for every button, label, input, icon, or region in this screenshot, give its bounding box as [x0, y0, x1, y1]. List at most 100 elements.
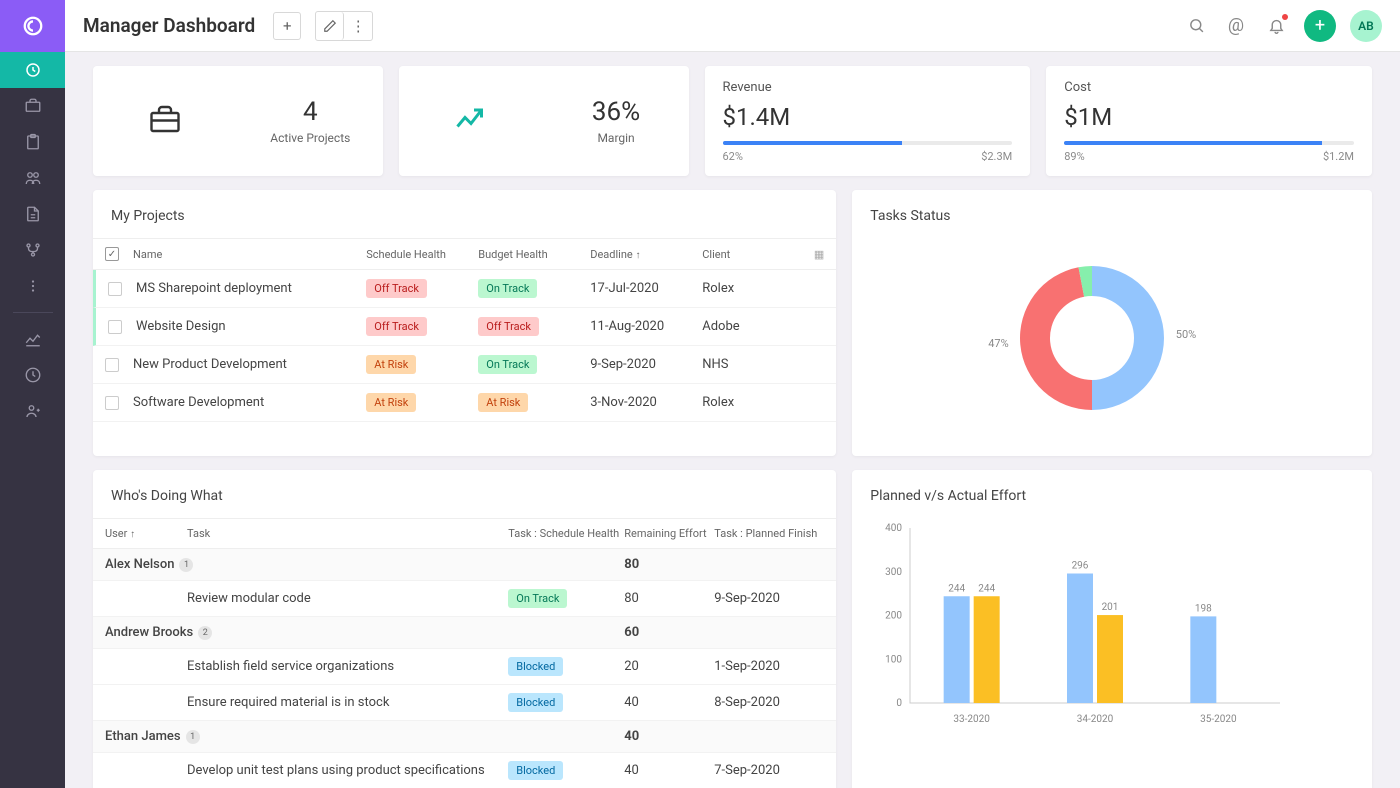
project-name: Software Development — [133, 395, 366, 410]
columns-icon[interactable]: ▦ — [802, 248, 824, 261]
table-row[interactable]: Website Design Off Track Off Track 11-Au… — [93, 308, 836, 346]
row-checkbox[interactable] — [105, 396, 119, 410]
wdw-task-row[interactable]: Ensure required material is in stock Blo… — [93, 685, 836, 721]
effort-bar-chart: 010020030040024424433-202029620134-20201… — [870, 518, 1290, 728]
task-health-badge: On Track — [508, 589, 567, 608]
row-checkbox[interactable] — [105, 358, 119, 372]
topbar: Manager Dashboard + ⋮ @ + AB — [65, 0, 1400, 52]
sidebar-briefcase[interactable] — [0, 88, 65, 124]
user-name: Andrew Brooks2 — [105, 625, 508, 640]
user-name: Ethan James1 — [105, 729, 508, 744]
table-row[interactable]: MS Sharepoint deployment Off Track On Tr… — [93, 270, 836, 308]
revenue-pct: 62% — [723, 150, 743, 163]
col-deadline[interactable]: Deadline ↑ — [590, 248, 702, 261]
svg-text:244: 244 — [978, 583, 995, 594]
remaining-effort: 20 — [624, 659, 714, 674]
sidebar-team[interactable] — [0, 160, 65, 196]
kpi-projects-value: 4 — [303, 97, 318, 127]
projects-table-header: ✓ Name Schedule Health Budget Health Dea… — [93, 238, 836, 270]
deadline: 3-Nov-2020 — [590, 395, 702, 410]
svg-text:201: 201 — [1102, 602, 1119, 613]
wdw-group-header[interactable]: Ethan James1 40 — [93, 721, 836, 753]
group-total: 60 — [624, 625, 714, 640]
sidebar-branch[interactable] — [0, 232, 65, 268]
sidebar-more[interactable] — [0, 268, 65, 304]
table-row[interactable]: Software Development At Risk At Risk 3-N… — [93, 384, 836, 422]
task-health-badge: Blocked — [508, 657, 563, 676]
cost-target: $1.2M — [1323, 150, 1354, 163]
budget-health-badge: On Track — [478, 355, 537, 374]
sidebar-document[interactable] — [0, 196, 65, 232]
kpi-revenue: Revenue $1.4M 62%$2.3M — [705, 66, 1031, 176]
svg-text:100: 100 — [885, 654, 902, 665]
svg-text:33-2020: 33-2020 — [954, 714, 991, 725]
col-client[interactable]: Client — [702, 248, 802, 261]
client: Rolex — [702, 395, 802, 410]
project-name: MS Sharepoint deployment — [136, 281, 366, 296]
sidebar-dashboard[interactable] — [0, 52, 65, 88]
col-user[interactable]: User ↑ — [105, 527, 187, 540]
col-remaining[interactable]: Remaining Effort — [624, 527, 714, 540]
global-add-button[interactable]: + — [1304, 10, 1336, 42]
remaining-effort: 40 — [624, 763, 714, 778]
svg-text:296: 296 — [1072, 561, 1089, 572]
col-name[interactable]: Name — [133, 248, 366, 261]
planned-finish: 8-Sep-2020 — [714, 695, 824, 710]
user-name: Alex Nelson1 — [105, 557, 508, 572]
revenue-target: $2.3M — [981, 150, 1012, 163]
whos-doing-what-panel: Who's Doing What User ↑ Task Task : Sche… — [93, 470, 836, 788]
svg-text:300: 300 — [885, 567, 902, 578]
sidebar-history[interactable] — [0, 357, 65, 393]
col-schedule-health[interactable]: Schedule Health — [366, 248, 478, 261]
avatar[interactable]: AB — [1350, 10, 1382, 42]
row-checkbox[interactable] — [108, 320, 122, 334]
search-icon[interactable] — [1182, 12, 1210, 40]
mention-icon[interactable]: @ — [1222, 12, 1250, 40]
svg-text:47%: 47% — [988, 337, 1008, 350]
client: NHS — [702, 357, 802, 372]
edit-button[interactable] — [316, 12, 344, 40]
group-total: 40 — [624, 729, 714, 744]
cost-value: $1M — [1064, 103, 1354, 131]
wdw-task-row[interactable]: Review modular code On Track 80 9-Sep-20… — [93, 581, 836, 617]
sidebar-analytics[interactable] — [0, 321, 65, 357]
budget-health-badge: Off Track — [478, 317, 539, 336]
revenue-value: $1.4M — [723, 103, 1013, 131]
wdw-task-row[interactable]: Establish field service organizations Bl… — [93, 649, 836, 685]
client: Adobe — [702, 319, 802, 334]
bell-icon[interactable] — [1262, 12, 1290, 40]
sidebar — [0, 0, 65, 788]
wdw-table-header: User ↑ Task Task : Schedule Health Remai… — [93, 518, 836, 549]
col-planned-finish[interactable]: Task : Planned Finish — [714, 527, 824, 540]
my-projects-panel: My Projects ✓ Name Schedule Health Budge… — [93, 190, 836, 456]
select-all-checkbox[interactable]: ✓ — [105, 247, 119, 261]
wdw-group-header[interactable]: Andrew Brooks2 60 — [93, 617, 836, 649]
schedule-health-badge: At Risk — [366, 393, 416, 412]
sidebar-clipboard[interactable] — [0, 124, 65, 160]
schedule-health-badge: Off Track — [366, 279, 427, 298]
row-checkbox[interactable] — [108, 282, 122, 296]
col-budget-health[interactable]: Budget Health — [478, 248, 590, 261]
wdw-group-header[interactable]: Alex Nelson1 80 — [93, 549, 836, 581]
logo[interactable] — [0, 0, 65, 52]
task-name: Develop unit test plans using product sp… — [187, 763, 508, 778]
table-row[interactable]: New Product Development At Risk On Track… — [93, 346, 836, 384]
planned-finish: 1-Sep-2020 — [714, 659, 824, 674]
notification-dot — [1282, 14, 1288, 20]
sidebar-user[interactable] — [0, 393, 65, 429]
col-task-sh[interactable]: Task : Schedule Health — [508, 527, 624, 540]
kpi-margin: 36% Margin — [399, 66, 689, 176]
add-page-button[interactable]: + — [273, 12, 301, 40]
remaining-effort: 40 — [624, 695, 714, 710]
svg-text:35-2020: 35-2020 — [1200, 714, 1237, 725]
effort-title: Planned v/s Actual Effort — [852, 488, 1372, 518]
deadline: 11-Aug-2020 — [590, 319, 702, 334]
more-button[interactable]: ⋮ — [344, 12, 372, 40]
svg-text:0: 0 — [897, 698, 903, 709]
deadline: 9-Sep-2020 — [590, 357, 702, 372]
wdw-task-row[interactable]: Develop unit test plans using product sp… — [93, 753, 836, 788]
svg-text:34-2020: 34-2020 — [1077, 714, 1114, 725]
my-projects-title: My Projects — [93, 208, 836, 238]
col-task[interactable]: Task — [187, 527, 508, 540]
schedule-health-badge: At Risk — [366, 355, 416, 374]
